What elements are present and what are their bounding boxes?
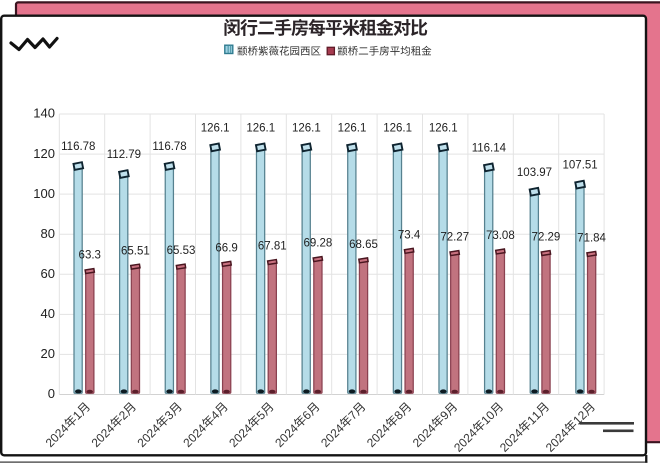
svg-text:116.78: 116.78	[152, 141, 186, 153]
svg-text:116.78: 116.78	[61, 141, 95, 153]
svg-text:126.1: 126.1	[429, 122, 458, 134]
svg-text:120: 120	[33, 146, 55, 161]
svg-text:126.1: 126.1	[338, 122, 367, 134]
svg-text:0: 0	[48, 386, 55, 401]
svg-text:73.08: 73.08	[486, 230, 515, 242]
svg-text:20: 20	[41, 346, 55, 361]
svg-text:103.97: 103.97	[517, 167, 552, 179]
svg-text:71.84: 71.84	[577, 233, 606, 245]
svg-text:66.9: 66.9	[215, 242, 237, 254]
svg-text:40: 40	[41, 306, 55, 321]
svg-text:73.4: 73.4	[398, 229, 421, 241]
svg-text:107.51: 107.51	[563, 160, 598, 172]
svg-text:60: 60	[41, 266, 55, 281]
svg-text:69.28: 69.28	[303, 238, 332, 250]
svg-text:68.65: 68.65	[349, 239, 378, 251]
svg-text:116.14: 116.14	[472, 142, 507, 154]
svg-text:65.51: 65.51	[121, 245, 150, 257]
svg-text:67.81: 67.81	[258, 241, 287, 253]
svg-text:126.1: 126.1	[201, 122, 230, 134]
svg-text:126.1: 126.1	[292, 122, 321, 134]
svg-text:140: 140	[33, 106, 55, 121]
svg-text:80: 80	[41, 226, 55, 241]
svg-text:72.29: 72.29	[532, 232, 561, 244]
svg-text:65.53: 65.53	[167, 245, 196, 257]
svg-text:100: 100	[33, 186, 55, 201]
svg-text:112.79: 112.79	[107, 149, 141, 161]
svg-text:126.1: 126.1	[246, 122, 275, 134]
svg-text:126.1: 126.1	[383, 122, 412, 134]
svg-text:72.27: 72.27	[440, 232, 469, 244]
svg-text:63.3: 63.3	[79, 250, 101, 262]
